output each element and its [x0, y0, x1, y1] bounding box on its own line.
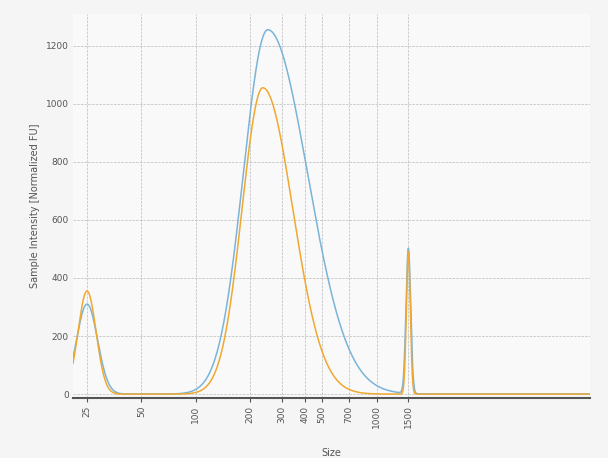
X-axis label: Size
[bp]: Size [bp] — [321, 448, 342, 458]
Y-axis label: Sample Intensity [Normalized FU]: Sample Intensity [Normalized FU] — [30, 124, 40, 289]
